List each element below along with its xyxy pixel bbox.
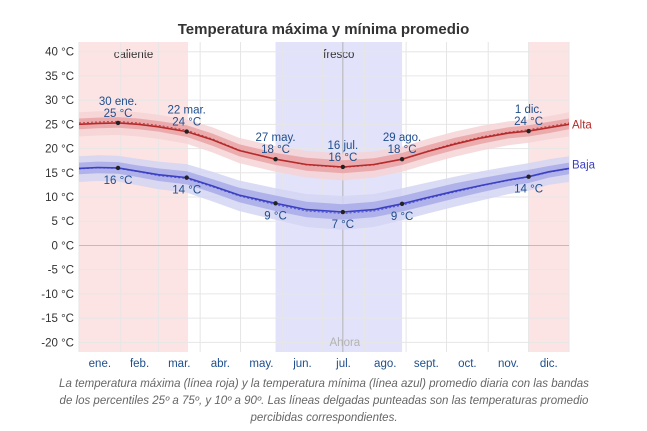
annotation-value: 14 °C <box>172 185 201 197</box>
annotation-date: 27 may. <box>256 132 296 144</box>
annotation-value: 7 °C <box>332 219 355 231</box>
y-tick-label: 20 °C <box>45 144 74 156</box>
x-tick-label: ene. <box>89 358 111 370</box>
series-label: Alta <box>572 119 592 131</box>
y-tick-label: -15 °C <box>41 313 74 325</box>
x-tick-label: sept. <box>414 358 439 370</box>
low-temp-line <box>78 166 570 213</box>
annotation-dot <box>399 201 405 206</box>
y-tick-label: -10 °C <box>41 289 74 301</box>
now-marker-label: Ahora <box>330 337 361 349</box>
annotation-dot <box>115 165 121 171</box>
y-tick-label: 5 °C <box>52 216 75 228</box>
annotation-dot <box>340 209 346 215</box>
band-p10-90 <box>79 110 569 181</box>
annotation-date: 30 ene. <box>99 96 137 108</box>
x-tick-label: ago. <box>374 358 396 370</box>
x-tick-label: may. <box>249 358 273 370</box>
season-label: caliente <box>114 49 154 61</box>
y-tick-label: 0 °C <box>52 240 75 252</box>
chart-caption: La temperatura máxima (línea roja) y la … <box>59 378 589 424</box>
band-p25-75 <box>79 161 569 220</box>
annotation-value: 24 °C <box>172 117 201 129</box>
annotation-dot <box>115 120 121 126</box>
annotation-value: 9 °C <box>264 210 287 222</box>
annotation-date: 1 dic. <box>515 104 543 116</box>
x-tick-label: feb. <box>130 358 149 370</box>
x-tick-label: jun. <box>292 358 312 370</box>
x-tick-label: jul. <box>335 358 351 370</box>
annotation-dot <box>184 129 189 134</box>
x-tick-label: oct. <box>458 358 477 370</box>
annotation-value: 16 °C <box>104 175 133 187</box>
annotation-date: 22 mar. <box>168 105 206 117</box>
x-tick-label: nov. <box>498 358 519 370</box>
y-tick-label: 35 °C <box>45 71 74 83</box>
annotation-dot <box>184 175 189 180</box>
annotation-value: 18 °C <box>388 144 417 156</box>
annotation-date: 29 ago. <box>383 132 421 144</box>
band-p25-75 <box>79 117 569 174</box>
annotation-dot <box>399 157 405 162</box>
annotation-value: 25 °C <box>104 108 133 120</box>
y-tick-label: 15 °C <box>45 168 74 180</box>
y-tick-label: 25 °C <box>45 119 74 131</box>
series-label: Baja <box>572 159 596 171</box>
annotation-dot <box>526 174 531 179</box>
annotation-dot <box>526 128 531 134</box>
annotation-dot <box>340 164 346 170</box>
band-p10-90 <box>79 155 569 230</box>
annotation-value: 16 °C <box>328 152 357 164</box>
annotation-dot <box>273 201 278 206</box>
annotation-value: 9 °C <box>391 211 414 223</box>
annotation-date: 16 jul. <box>328 140 359 152</box>
y-tick-label: 40 °C <box>45 47 74 59</box>
annotation-dot <box>273 157 278 162</box>
high-temp-line <box>78 122 570 168</box>
season-label: fresco <box>323 49 354 61</box>
annotation-value: 14 °C <box>514 184 543 196</box>
chart-title: Temperatura máxima y mínima promedio <box>177 21 470 38</box>
annotation-value: 18 °C <box>261 144 290 156</box>
y-tick-label: 10 °C <box>45 192 74 204</box>
y-tick-label: 30 °C <box>45 95 74 107</box>
x-tick-label: mar. <box>168 358 190 370</box>
x-tick-label: dic. <box>540 358 558 370</box>
y-tick-label: -20 °C <box>41 337 74 349</box>
annotation-value: 24 °C <box>514 116 543 128</box>
x-tick-label: abr. <box>211 358 230 370</box>
y-tick-label: -5 °C <box>48 265 74 277</box>
